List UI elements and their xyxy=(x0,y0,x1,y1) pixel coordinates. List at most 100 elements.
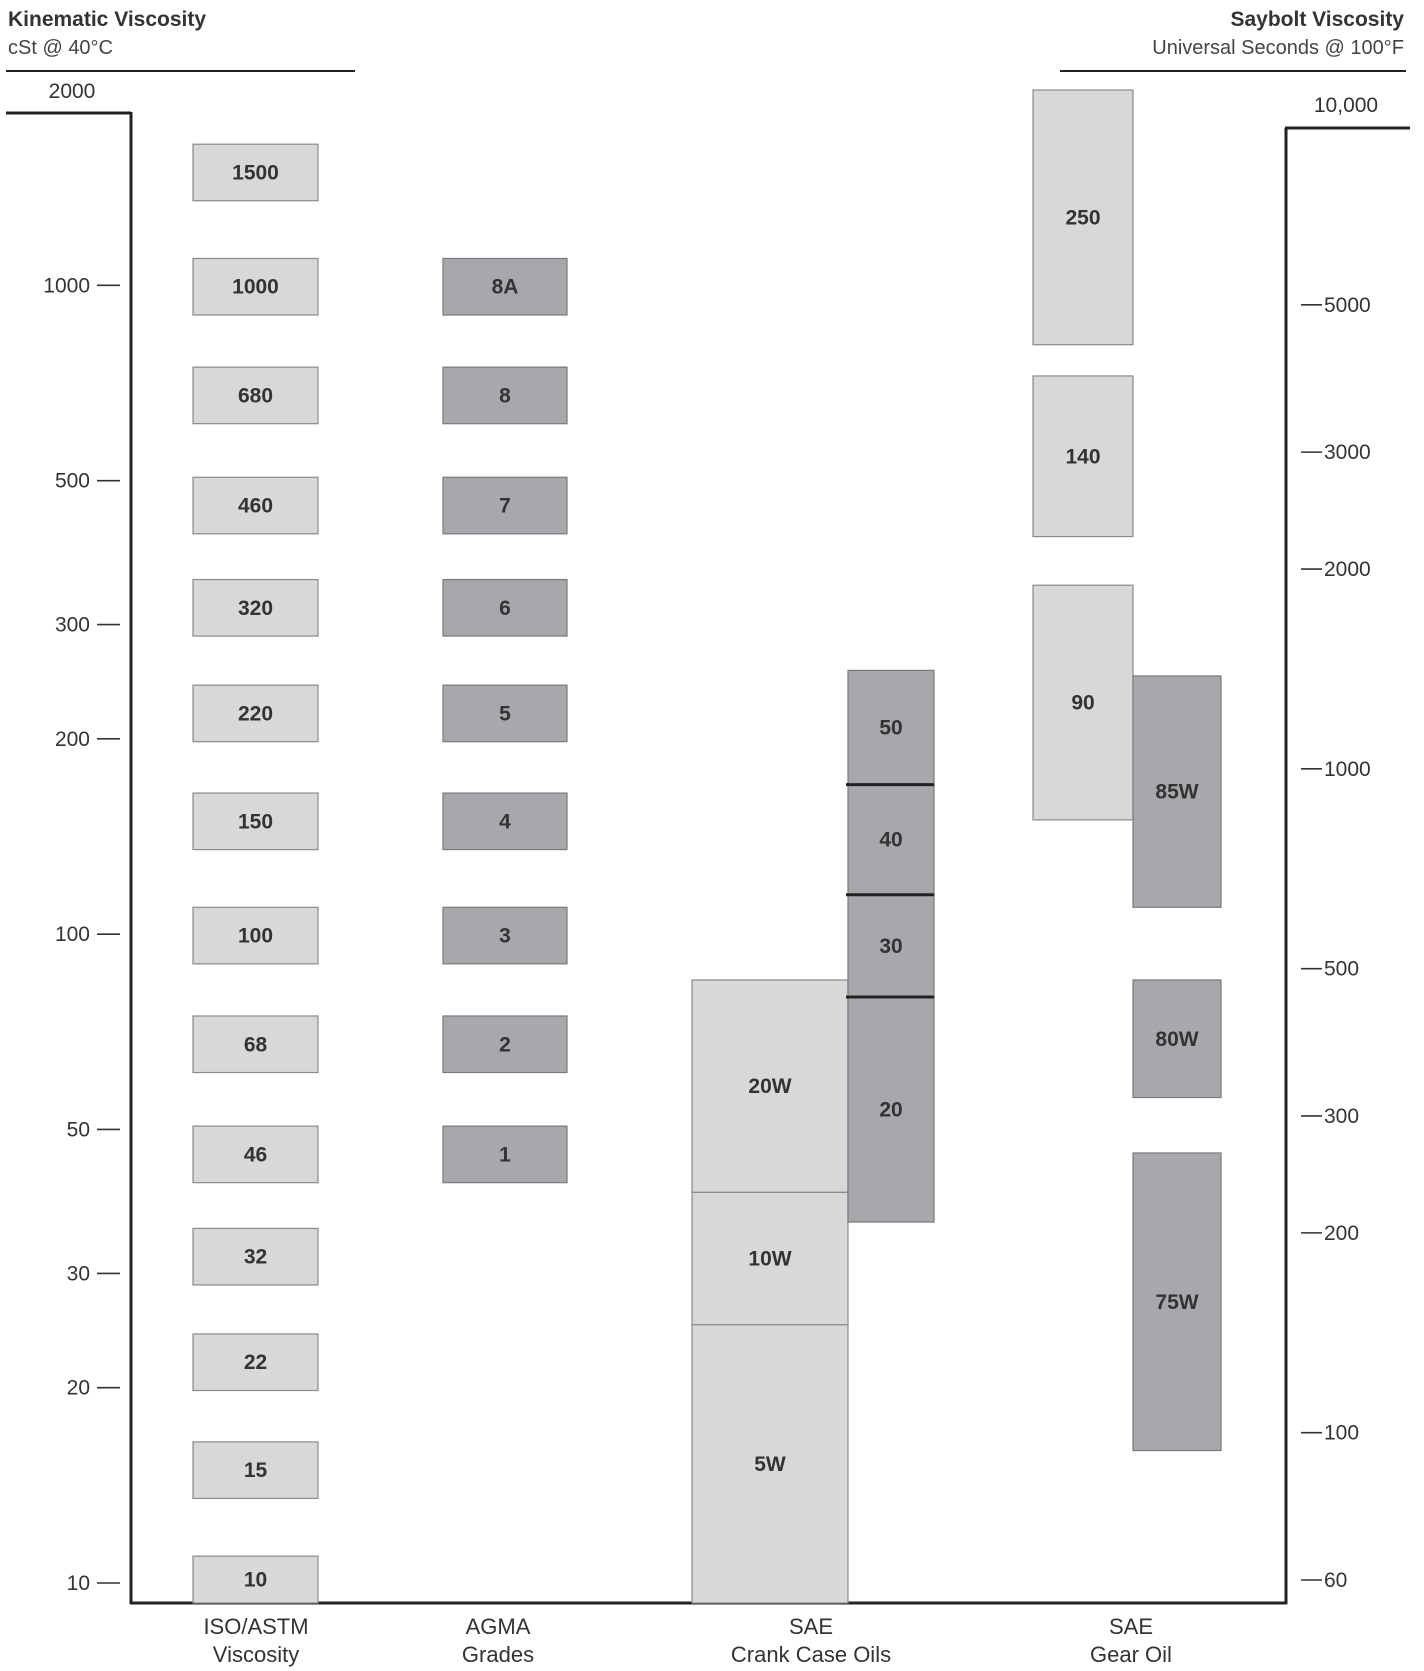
sae-gear-multi-grade-75w-label: 75W xyxy=(1155,1291,1198,1314)
iso-grade-1500-bar xyxy=(192,143,319,202)
iso-grade-220-bar xyxy=(192,684,319,743)
grade-bars: 150010006804603202201501006846322215108A… xyxy=(192,89,1222,1604)
right-tick-label-300: 300 xyxy=(1324,1105,1359,1128)
sae-crank-summer-grade-30-bar xyxy=(847,894,935,998)
iso-grade-10-label: 10 xyxy=(244,1569,267,1592)
category-sae-gear-line2: Gear Oil xyxy=(1090,1642,1172,1667)
sae-crank-summer-grade-50-bar xyxy=(847,669,935,786)
right-tick-label-1000: 1000 xyxy=(1324,758,1371,781)
iso-grade-680-bar xyxy=(192,366,319,425)
left-axis-title: Kinematic Viscosity xyxy=(8,8,206,31)
sae-crank-summer-grade-20-label: 20 xyxy=(879,1099,902,1122)
category-sae-crank-line2: Crank Case Oils xyxy=(731,1642,891,1667)
iso-grade-46-label: 46 xyxy=(244,1143,267,1166)
iso-grade-46-bar xyxy=(192,1125,319,1184)
iso-grade-32-label: 32 xyxy=(244,1246,267,1269)
left-tick-label-10: 10 xyxy=(67,1572,90,1595)
category-agma-line2: Grades xyxy=(462,1642,534,1667)
agma-grade-4-bar xyxy=(442,792,568,851)
right-axis-title: Saybolt Viscosity xyxy=(1230,8,1404,31)
iso-grade-10-bar xyxy=(192,1555,319,1604)
sae-crank-winter-grade-10w-label: 10W xyxy=(748,1248,791,1271)
agma-grade-4-label: 4 xyxy=(499,810,511,833)
left-tick-label-300: 300 xyxy=(55,614,90,637)
iso-grade-320-label: 320 xyxy=(238,597,273,620)
agma-grade-2-label: 2 xyxy=(499,1033,511,1056)
sae-crank-winter-grade-20w-label: 20W xyxy=(748,1075,791,1098)
sae-gear-multi-grade-80w-label: 80W xyxy=(1155,1028,1198,1051)
iso-grade-68-label: 68 xyxy=(244,1033,268,1056)
right-tick-label-60: 60 xyxy=(1324,1569,1347,1592)
iso-grade-32-bar xyxy=(192,1227,319,1286)
iso-grade-22-label: 22 xyxy=(244,1351,267,1374)
category-iso-line1: ISO/ASTM xyxy=(203,1614,308,1639)
iso-grade-100-bar xyxy=(192,906,319,965)
iso-grade-22-bar xyxy=(192,1333,319,1392)
iso-grade-1000-bar xyxy=(192,257,319,316)
iso-grade-15-label: 15 xyxy=(244,1459,268,1482)
sae-crank-summer-grade-50-label: 50 xyxy=(879,717,902,740)
category-agma-line1: AGMA xyxy=(466,1614,531,1639)
category-sae-crank-line1: SAE xyxy=(789,1614,833,1639)
sae-gear-single-grade-90-bar xyxy=(1032,584,1134,821)
right-tick-label-3000: 3000 xyxy=(1324,441,1371,464)
right-tick-label-100: 100 xyxy=(1324,1422,1359,1445)
agma-grade-8-bar xyxy=(442,366,568,425)
iso-grade-220-label: 220 xyxy=(238,702,273,725)
sae-crank-summer-grade-20-bar xyxy=(847,996,935,1223)
right-tick-label-5000: 5000 xyxy=(1324,294,1371,317)
sae-gear-multi-grade-75w-bar xyxy=(1132,1152,1222,1452)
right-axis-subtitle: Universal Seconds @ 100°F xyxy=(1152,37,1404,59)
iso-grade-1500-label: 1500 xyxy=(232,161,279,184)
sae-crank-winter-grade-5w-bar xyxy=(691,1324,849,1604)
iso-grade-460-bar xyxy=(192,476,319,535)
category-sae-gear-line1: SAE xyxy=(1109,1614,1153,1639)
agma-grade-6-label: 6 xyxy=(499,597,511,620)
agma-grade-2-bar xyxy=(442,1015,568,1074)
iso-grade-15-bar xyxy=(192,1441,319,1500)
right-tick-label-200: 200 xyxy=(1324,1222,1359,1245)
sae-gear-single-grade-250-bar xyxy=(1032,89,1134,346)
agma-grade-8a-label: 8A xyxy=(492,276,519,299)
sae-gear-single-grade-140-bar xyxy=(1032,375,1134,538)
agma-grade-7-bar xyxy=(442,476,568,535)
agma-grade-6-bar xyxy=(442,578,568,637)
left-tick-label-500: 500 xyxy=(55,470,90,493)
iso-grade-460-label: 460 xyxy=(238,495,273,518)
agma-grade-5-label: 5 xyxy=(499,702,511,725)
sae-gear-multi-grade-85w-label: 85W xyxy=(1155,781,1198,804)
left-tick-label-2000: 2000 xyxy=(49,80,96,103)
left-tick-label-100: 100 xyxy=(55,923,90,946)
iso-grade-320-bar xyxy=(192,578,319,637)
left-tick-label-30: 30 xyxy=(67,1262,90,1285)
iso-grade-100-label: 100 xyxy=(238,925,273,948)
sae-gear-multi-grade-80w-bar xyxy=(1132,979,1222,1099)
iso-grade-150-bar xyxy=(192,792,319,851)
agma-grade-1-bar xyxy=(442,1125,568,1184)
left-tick-label-20: 20 xyxy=(67,1377,90,1400)
left-axis-subtitle: cSt @ 40°C xyxy=(8,37,113,59)
agma-grade-3-label: 3 xyxy=(499,925,511,948)
category-iso-line2: Viscosity xyxy=(213,1642,299,1667)
sae-crank-summer-grade-30-label: 30 xyxy=(879,935,902,958)
sae-gear-single-grade-90-label: 90 xyxy=(1071,692,1094,715)
category-labels: ISO/ASTM Viscosity AGMA Grades SAE Crank Case… xyxy=(203,1614,1172,1667)
agma-grade-5-bar xyxy=(442,684,568,743)
right-tick-label-10-000: 10,000 xyxy=(1314,94,1378,117)
left-tick-label-50: 50 xyxy=(67,1118,90,1141)
right-tick-label-500: 500 xyxy=(1324,958,1359,981)
agma-grade-3-bar xyxy=(442,906,568,965)
left-axis-ticks: 2000 1000 500 300 200 100 50 30 20 10 xyxy=(43,80,120,1595)
iso-grade-150-label: 150 xyxy=(238,810,273,833)
sae-crank-winter-grade-10w-bar xyxy=(691,1191,849,1326)
iso-grade-680-label: 680 xyxy=(238,384,273,407)
agma-grade-8a-bar xyxy=(442,257,568,316)
agma-grade-1-label: 1 xyxy=(499,1143,511,1166)
sae-gear-single-grade-140-label: 140 xyxy=(1065,445,1100,468)
sae-crank-summer-grade-40-label: 40 xyxy=(879,829,902,852)
agma-grade-8-label: 8 xyxy=(499,384,511,407)
iso-grade-68-bar xyxy=(192,1015,319,1074)
agma-grade-7-label: 7 xyxy=(499,495,511,518)
sae-crank-winter-grade-5w-label: 5W xyxy=(754,1453,786,1476)
